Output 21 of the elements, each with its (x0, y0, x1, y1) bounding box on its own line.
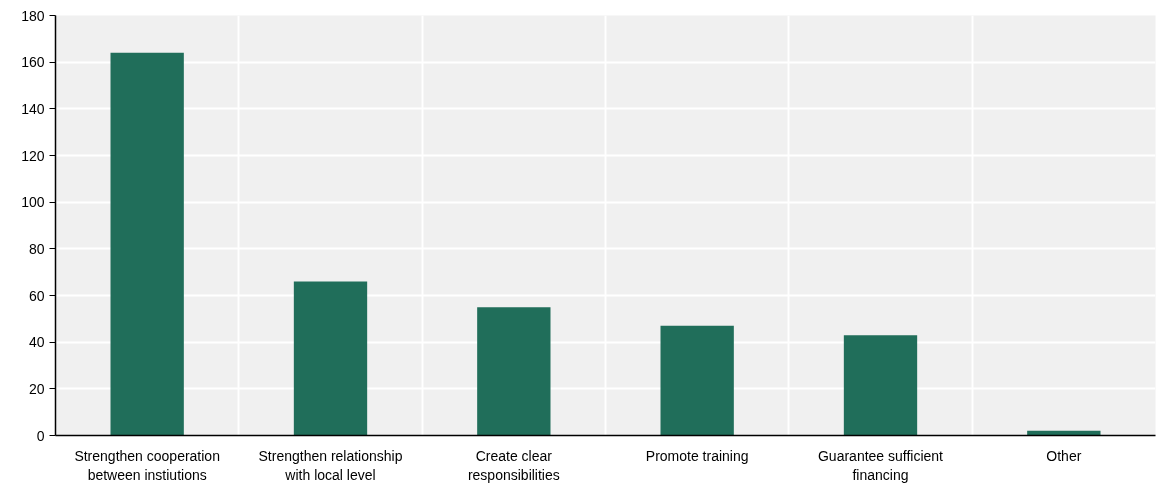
y-tick-label: 160 (21, 54, 45, 71)
y-tick-label: 80 (28, 240, 45, 257)
y-tick-label: 60 (28, 287, 45, 304)
bar (293, 281, 368, 436)
x-tick-label: Strengthen relationship with local level (258, 447, 403, 483)
bar (477, 307, 551, 436)
bar (843, 335, 918, 436)
y-tick-label: 120 (21, 147, 45, 164)
x-tick-label: Guarantee sufficient financing (817, 447, 944, 483)
bar (660, 325, 734, 436)
x-tick-label: Promote training (645, 447, 749, 464)
x-tick-label: Other (1046, 447, 1082, 464)
y-tick-label: 20 (28, 380, 45, 397)
y-tick-label: 100 (21, 194, 45, 211)
y-tick-label: 40 (28, 334, 45, 351)
x-tick-label: Strengthen cooperation between instiutions (74, 447, 220, 483)
y-tick-label: 180 (21, 7, 45, 24)
x-tick-label: Create clear responsibilities (467, 447, 560, 483)
y-tick-label: 140 (21, 100, 45, 117)
y-tick-label: 0 (36, 427, 45, 444)
bar (110, 52, 184, 436)
